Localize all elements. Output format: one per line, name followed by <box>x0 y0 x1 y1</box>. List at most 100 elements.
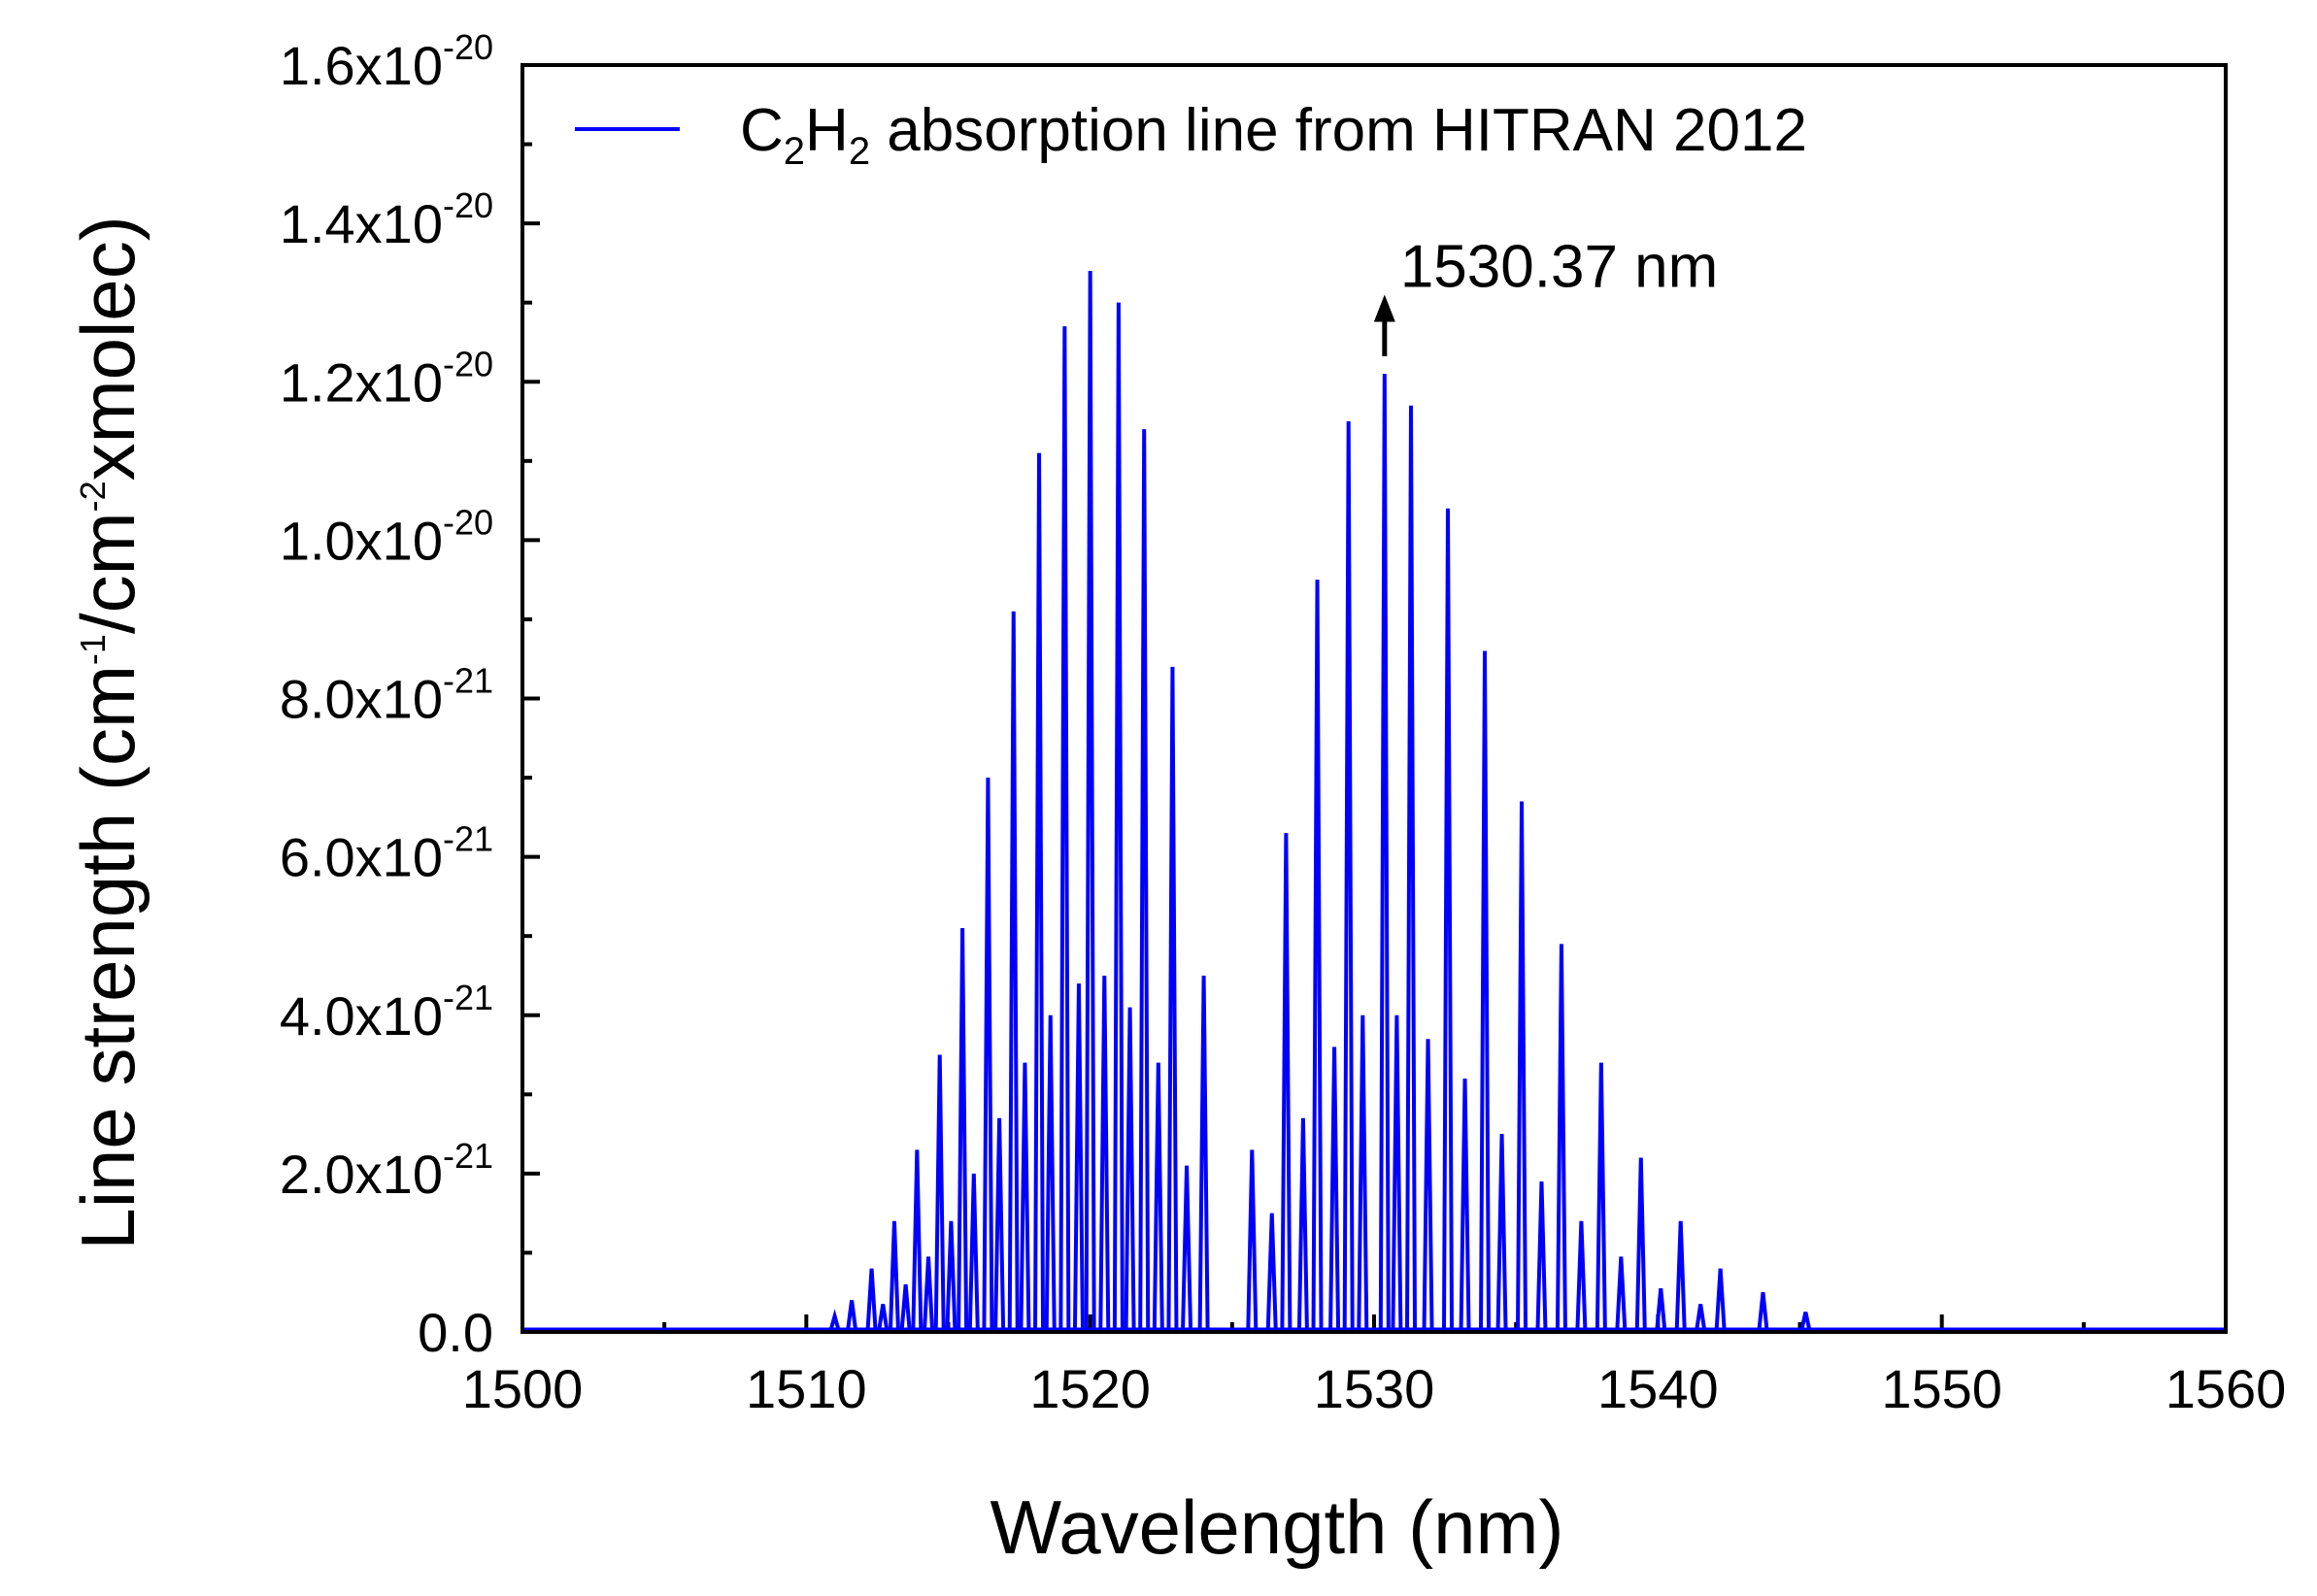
absorption-line <box>1033 452 1046 1331</box>
absorption-line <box>911 1149 923 1331</box>
absorption-line-minor <box>846 1300 858 1331</box>
absorption-line-minor <box>1575 1220 1588 1331</box>
absorption-line <box>1084 271 1096 1331</box>
y-tick-label: 0.0 <box>418 1302 493 1363</box>
absorption-line-minor <box>1072 983 1085 1331</box>
absorption-line-minor <box>923 1256 935 1331</box>
y-tick-mantissa: 1.4x10 <box>280 193 443 254</box>
absorption-line <box>1166 666 1179 1331</box>
x-tick-label: 1540 <box>1597 1358 1719 1419</box>
absorption-line-minor <box>1296 1117 1309 1331</box>
absorption-line <box>888 1220 900 1331</box>
absorption-line <box>1197 975 1210 1331</box>
absorption-line-minor <box>1152 1062 1164 1331</box>
absorption-line-minor <box>899 1283 912 1331</box>
absorption-line-minor <box>1535 1180 1548 1331</box>
y-tick-mantissa: 2.0x10 <box>280 1144 443 1205</box>
y-axis-title-sup1: -1 <box>73 634 113 665</box>
absorption-line <box>1634 1157 1647 1331</box>
y-axis-title-suffix: xmolec) <box>65 216 151 481</box>
x-tick-label: 1520 <box>1029 1358 1151 1419</box>
absorption-line <box>1280 833 1293 1331</box>
absorption-line-minor <box>1615 1256 1628 1331</box>
absorption-line-minor <box>1695 1304 1707 1331</box>
absorption-line <box>1479 650 1492 1331</box>
absorption-line <box>1757 1292 1769 1331</box>
axes-group <box>520 63 2228 1334</box>
absorption-line-minor <box>945 1220 957 1331</box>
y-axis-title-prefix: Line strength (cm <box>65 665 151 1250</box>
absorption-line-minor <box>967 1173 980 1331</box>
annotation-arrow-head <box>1373 294 1395 322</box>
y-tick-mantissa: 8.0x10 <box>280 669 443 730</box>
absorption-line-minor <box>1655 1287 1667 1331</box>
y-tick-mantissa: 1.2x10 <box>280 351 443 413</box>
absorption-line <box>1311 580 1324 1331</box>
peak-annotation: 1530.37 nm <box>1373 234 1718 356</box>
y-tick-label: 4.0x10-21 <box>280 978 493 1047</box>
y-tick-exponent: -21 <box>443 661 493 701</box>
y-tick-mantissa: 0.0 <box>418 1302 493 1363</box>
absorption-line <box>1714 1268 1727 1331</box>
y-tick-exponent: -21 <box>443 978 493 1017</box>
x-tick-label: 1510 <box>746 1358 867 1419</box>
absorption-line <box>1138 429 1151 1331</box>
absorption-line <box>1378 374 1391 1331</box>
plot-frame <box>520 63 2228 1334</box>
annotation-label: 1530.37 nm <box>1400 234 1718 301</box>
absorption-line-minor <box>993 1117 1006 1331</box>
y-tick-label: 1.0x10-20 <box>280 502 493 571</box>
absorption-line <box>1674 1220 1687 1331</box>
y-tick-mantissa: 1.0x10 <box>280 510 443 571</box>
y-axis-title-mid: /cm <box>65 512 151 634</box>
x-tick-label: 1500 <box>462 1358 584 1419</box>
legend-label: C2H2 absorption line from HITRAN 2012 <box>740 97 1807 173</box>
absorption-line-minor <box>1246 1149 1259 1331</box>
y-tick-mantissa: 6.0x10 <box>280 827 443 888</box>
y-tick-label: 1.2x10-20 <box>280 344 493 413</box>
absorption-line-minor <box>1422 1039 1434 1331</box>
absorption-line <box>1555 944 1567 1331</box>
y-tick-label: 2.0x10-21 <box>280 1136 493 1205</box>
absorption-line-minor <box>1357 1014 1369 1331</box>
y-tick-label: 1.4x10-20 <box>280 185 493 254</box>
absorption-line-minor <box>828 1309 841 1331</box>
legend-subscript: 2 <box>849 130 870 173</box>
absorption-line-minor <box>1181 1165 1193 1331</box>
legend-text-part: C <box>740 97 784 164</box>
absorption-line <box>1516 801 1528 1331</box>
absorption-line <box>1442 508 1455 1331</box>
y-tick-exponent: -20 <box>443 185 493 225</box>
absorption-line-minor <box>1459 1078 1471 1331</box>
y-tick-exponent: -21 <box>443 1136 493 1176</box>
absorption-line <box>1405 405 1418 1331</box>
series-group <box>522 271 2226 1333</box>
absorption-line <box>933 1054 946 1331</box>
absorption-line <box>982 778 994 1331</box>
y-tick-mantissa: 4.0x10 <box>280 985 443 1047</box>
x-tick-label: 1560 <box>2166 1358 2287 1419</box>
x-tick-label: 1550 <box>1881 1358 2002 1419</box>
absorption-line-minor <box>1019 1062 1031 1331</box>
y-tick-label: 1.6x10-20 <box>280 27 493 96</box>
absorption-line <box>865 1268 878 1331</box>
absorption-line <box>1007 611 1020 1331</box>
absorption-line-minor <box>1391 1014 1403 1331</box>
y-tick-exponent: -20 <box>443 27 493 67</box>
y-axis-title-sup2: -2 <box>73 481 113 512</box>
absorption-line-minor <box>1098 975 1111 1331</box>
legend-subscript: 2 <box>784 130 805 173</box>
y-axis-title: Line strength (cm-1/cm-2xmolec) <box>65 216 151 1249</box>
absorption-line <box>1112 302 1125 1331</box>
x-tick-label: 1530 <box>1314 1358 1435 1419</box>
absorption-line <box>1595 1062 1607 1331</box>
absorption-line-minor <box>1124 1007 1136 1331</box>
legend: C2H2 absorption line from HITRAN 2012 <box>575 97 1807 173</box>
absorption-line <box>1058 326 1071 1331</box>
absorption-line-minor <box>1265 1213 1278 1331</box>
y-tick-exponent: -21 <box>443 819 493 859</box>
y-tick-exponent: -20 <box>443 502 493 542</box>
legend-text-part: absorption line from HITRAN 2012 <box>870 97 1807 164</box>
y-tick-label: 8.0x10-21 <box>280 661 493 730</box>
